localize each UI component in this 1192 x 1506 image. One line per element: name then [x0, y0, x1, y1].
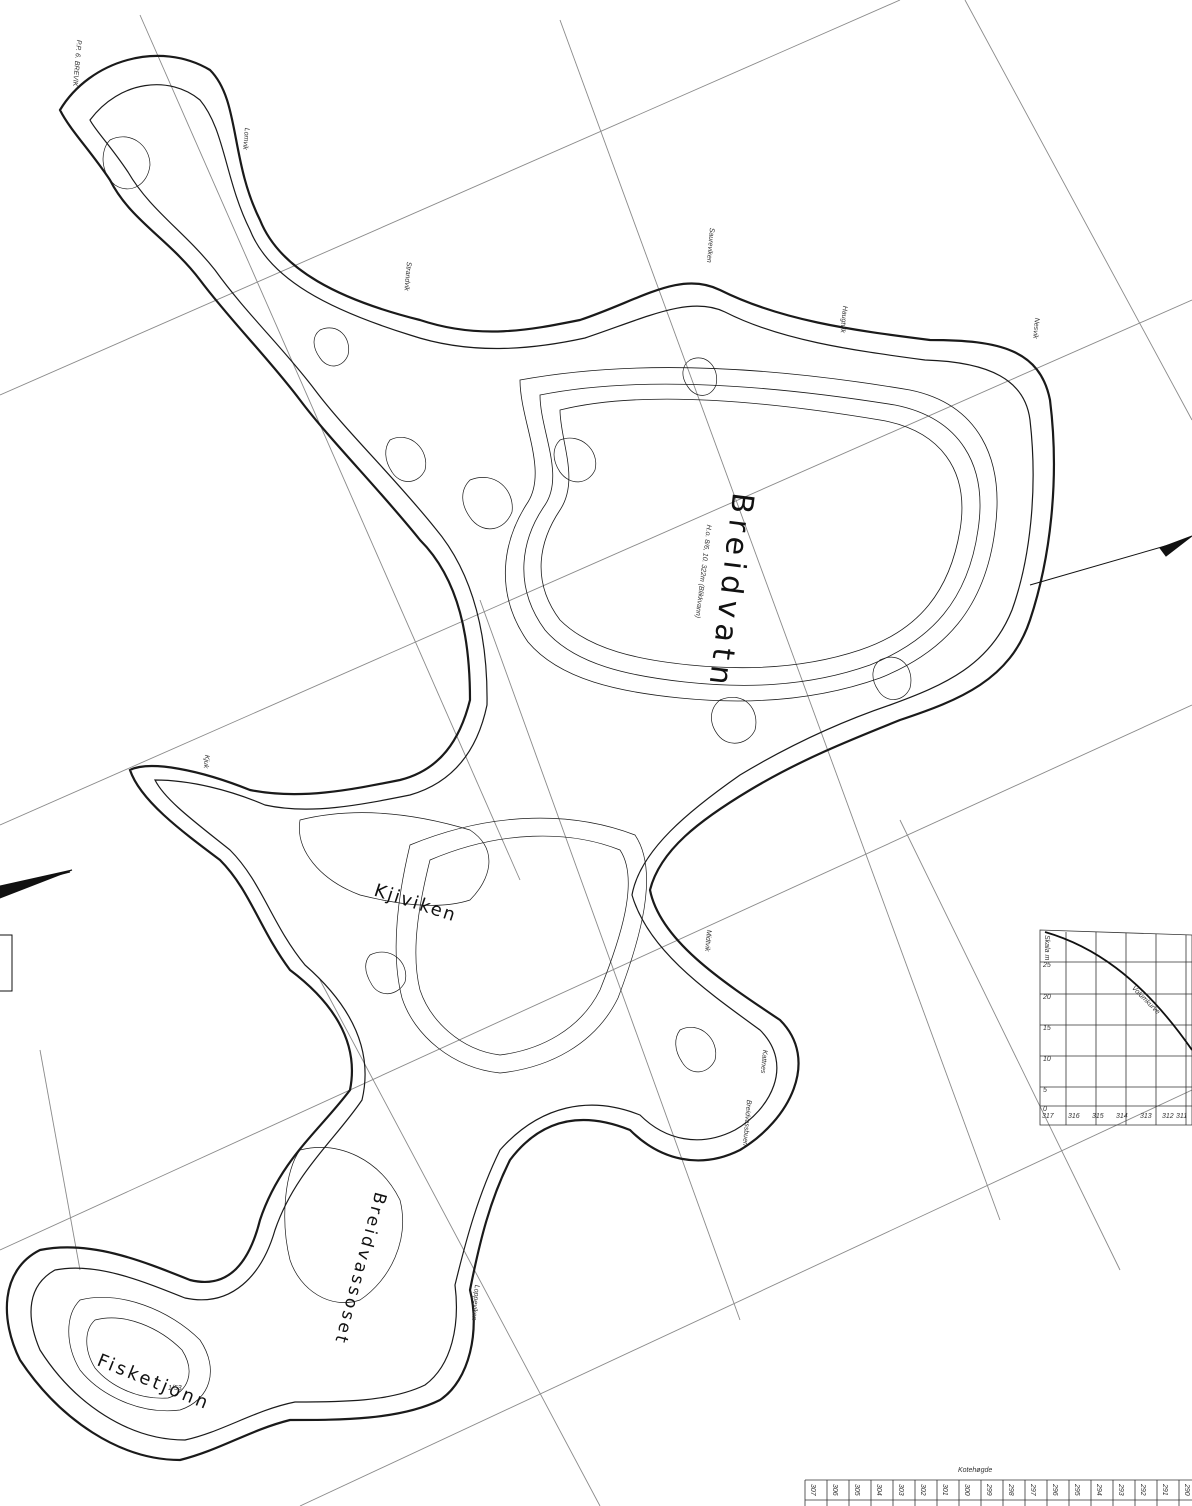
scale-bar-tick-label: 302	[919, 1484, 926, 1496]
scale-bar-tick-label: 297	[1029, 1484, 1036, 1496]
scale-bar-title: Kotehøgde	[958, 1467, 993, 1474]
scale-bar-tick-label: 305	[853, 1484, 860, 1496]
inset-ytick: 0	[1043, 1106, 1047, 1113]
inset-xtick: 315	[1092, 1113, 1104, 1120]
scale-bar-tick-label: 290	[1183, 1484, 1190, 1496]
inset-ytick: 10	[1043, 1056, 1051, 1063]
north-arrow-left	[0, 869, 73, 899]
inset-xtick: 314	[1116, 1113, 1128, 1120]
scale-bar-tick-label: 304	[875, 1484, 882, 1496]
scale-bar-tick-label: 307	[809, 1484, 816, 1496]
north-arrow-right	[1029, 535, 1192, 586]
inset-xtick: 313	[1140, 1113, 1152, 1120]
scale-bar-tick-label: 301	[941, 1484, 948, 1496]
inset-ytick: 5	[1043, 1087, 1047, 1094]
scale-bar-tick-label: 294	[1095, 1484, 1102, 1496]
scale-bar-tick-label: 293	[1117, 1484, 1124, 1496]
lake-contours	[5, 54, 1056, 1462]
scale-bar-tick-label: 299	[985, 1484, 992, 1496]
inset-xtick: 317	[1042, 1113, 1054, 1120]
inset-ytick: 15	[1043, 1025, 1051, 1032]
inset-volume-chart	[1039, 929, 1192, 1126]
inset-ylabel: Skala m	[1043, 935, 1050, 961]
inset-xtick: 311	[1176, 1113, 1188, 1120]
scale-bar	[804, 1479, 1192, 1506]
scale-bar-tick-label: 306	[831, 1484, 838, 1496]
pond-depth-label: 1/53	[168, 1385, 182, 1392]
scale-bar-tick-label: 292	[1139, 1484, 1146, 1496]
scale-bar-tick-label: 295	[1073, 1484, 1080, 1496]
scale-bar-tick-label: 300	[963, 1484, 970, 1496]
place-label-kjuk: Kjuk	[201, 754, 210, 769]
inset-xtick: 316	[1068, 1113, 1080, 1120]
scale-bar-tick-label: 291	[1161, 1484, 1168, 1496]
inset-ytick: 25	[1043, 962, 1051, 969]
scale-bar-tick-label: 298	[1007, 1484, 1014, 1496]
shoreline	[5, 54, 1056, 1462]
inset-ytick: 20	[1043, 994, 1051, 1001]
inset-xtick: 312	[1162, 1113, 1174, 1120]
scale-bar-tick-label: 296	[1051, 1484, 1058, 1496]
legend-box-edge	[0, 934, 13, 992]
volume-curve	[1044, 931, 1192, 1051]
scale-bar-tick-label: 303	[897, 1484, 904, 1496]
